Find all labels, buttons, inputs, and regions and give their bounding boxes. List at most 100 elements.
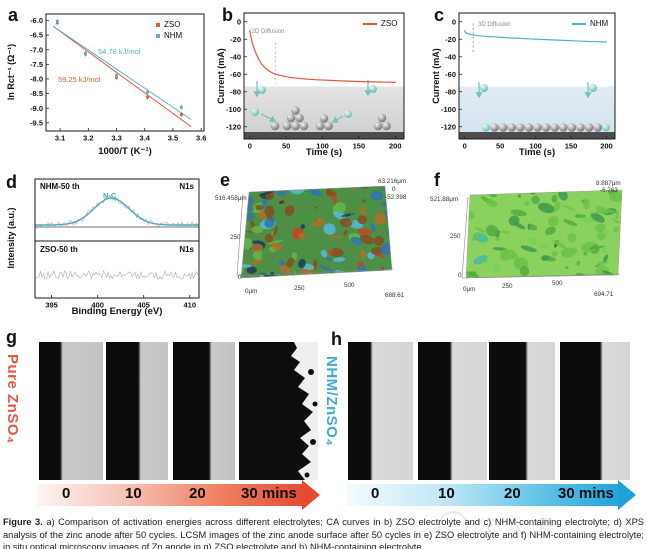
time-20: 20 xyxy=(504,485,521,502)
legend-item-nhm: NHM xyxy=(572,18,608,29)
time-10: 10 xyxy=(125,485,142,502)
svg-text:-40: -40 xyxy=(230,52,241,61)
panel-a-ylabel: ln Rct⁻¹ (Ω⁻¹) xyxy=(6,43,16,101)
time-0: 0 xyxy=(62,485,71,502)
lcsm-y-min: 0 xyxy=(458,272,462,279)
lcsm-z-bot: -52.398 xyxy=(385,194,407,201)
svg-text:3.6: 3.6 xyxy=(196,134,206,143)
micrograph-strip-30min-dendritic xyxy=(239,342,318,480)
micrograph-strip-20min xyxy=(489,342,555,480)
micrograph-strip-0min xyxy=(39,342,103,480)
time-arrow-zso: 0 10 20 30 mins xyxy=(37,480,320,510)
svg-text:-60: -60 xyxy=(230,70,241,79)
panel-b-legend: ZSO xyxy=(363,18,397,29)
panel-h: h NHM/ZnSO₄ 0 10 20 30 mins xyxy=(323,328,647,510)
svg-text:3.3: 3.3 xyxy=(111,134,121,143)
lcsm-x-max: 694.71 xyxy=(594,291,614,298)
micrograph-strip-10min xyxy=(418,342,487,480)
legend-item-zso: ZSO xyxy=(363,18,397,29)
panel-c-ylabel: Current (mA) xyxy=(431,48,441,104)
panel-e: e 516.458μm 250 0 0μm 250 500 688.61 63.… xyxy=(215,170,433,325)
time-arrow-nhm: 0 10 20 30 mins xyxy=(346,480,636,510)
svg-text:-6.0: -6.0 xyxy=(30,16,43,25)
time-30: 30 mins xyxy=(558,485,614,502)
svg-text:0: 0 xyxy=(237,17,241,26)
caption-body: a) Comparison of activation energies acr… xyxy=(3,517,644,549)
time-arrow-bar xyxy=(346,484,618,506)
svg-text:-100: -100 xyxy=(441,105,456,114)
svg-text:-20: -20 xyxy=(445,35,456,44)
zso-line-icon xyxy=(363,22,377,25)
micrograph-strip-10min xyxy=(106,342,168,480)
svg-text:200: 200 xyxy=(600,142,613,151)
svg-text:0: 0 xyxy=(248,142,252,151)
svg-text:-40: -40 xyxy=(445,52,456,61)
electrolyte-side-label: Pure ZnSO₄ xyxy=(4,354,21,444)
svg-text:410: 410 xyxy=(184,301,197,310)
time-arrow-bar xyxy=(37,484,302,506)
svg-text:-80: -80 xyxy=(445,87,456,96)
svg-text:3.4: 3.4 xyxy=(140,134,151,143)
panel-c-xlabel: Time (s) xyxy=(518,147,556,158)
time-20: 20 xyxy=(189,485,206,502)
figure-caption: Figure 3. a) Comparison of activation en… xyxy=(3,516,644,549)
legend-label-nhm: NHM xyxy=(164,31,183,40)
svg-text:0: 0 xyxy=(463,142,467,151)
svg-text:150: 150 xyxy=(565,142,578,151)
diffusion-annotation: 2D Diffusion xyxy=(251,29,285,35)
panel-h-label: h xyxy=(331,329,342,349)
lcsm-x-max: 688.61 xyxy=(385,292,405,299)
micrograph-strip-0min xyxy=(348,342,413,480)
svg-text:3.5: 3.5 xyxy=(168,134,178,143)
svg-text:50: 50 xyxy=(496,142,504,151)
activation-energy-zso: 59.25 kJ/mol xyxy=(58,75,101,84)
panel-b-label: b xyxy=(222,5,233,25)
svg-text:-20: -20 xyxy=(230,35,241,44)
panel-c-label: c xyxy=(434,5,445,25)
svg-text:3.1: 3.1 xyxy=(55,134,65,143)
nhm-marker-icon xyxy=(156,33,160,38)
panel-f-label: f xyxy=(434,170,440,190)
time-30: 30 mins xyxy=(241,485,297,502)
activation-energy-nhm: 54.78 kJ/mol xyxy=(98,47,141,56)
svg-text:0: 0 xyxy=(452,17,456,26)
xps-sample-top: NHM-50 th xyxy=(40,182,80,191)
micrograph-strip-20min xyxy=(173,342,235,480)
svg-text:150: 150 xyxy=(353,142,366,151)
svg-text:-100: -100 xyxy=(226,105,241,114)
lcsm-smooth-surface-image xyxy=(461,189,623,279)
panel-f: f 521.88μm 250 0 0μm 250 500 694.71 8.88… xyxy=(430,170,647,325)
svg-text:-80: -80 xyxy=(230,87,241,96)
panel-d: d 395 400 405 410 Intensity (a.u.) Binding … xyxy=(2,170,214,325)
lcsm-y-max: 516.458μm xyxy=(215,195,247,202)
lcsm-y-mid: 250 xyxy=(230,234,241,241)
panel-c-legend: NHM xyxy=(572,18,608,29)
lcsm-y-mid: 250 xyxy=(450,233,461,240)
svg-text:200: 200 xyxy=(389,142,402,151)
panel-g-label: g xyxy=(6,327,17,347)
panel-b-ylabel: Current (mA) xyxy=(216,48,226,104)
svg-text:-8.0: -8.0 xyxy=(30,75,43,84)
xps-sample-bottom: ZSO-50 th xyxy=(40,245,78,254)
lcsm-z-mid: 0 xyxy=(392,186,396,193)
zso-marker-icon xyxy=(156,22,160,27)
caption-figure-number: Figure 3. xyxy=(3,517,43,528)
lcsm-x-min: 0μm xyxy=(463,286,476,293)
svg-text:-7.0: -7.0 xyxy=(30,45,43,54)
panel-d-label: d xyxy=(6,172,17,192)
svg-text:-7.5: -7.5 xyxy=(30,60,43,69)
arrhenius-plot-canvas: 3.1 3.2 3.3 3.4 3.5 3.6 -6.0 -6.5 -7.0 -7.5 -8.0 -8… xyxy=(30,13,206,143)
xps-peak-label: N-C xyxy=(103,191,117,200)
micrograph-strip-30min xyxy=(560,342,630,480)
legend-label-zso: ZSO xyxy=(381,19,398,28)
diffusion-annotation: 3D Diffusion xyxy=(478,22,511,28)
legend-item-nhm: NHM xyxy=(156,30,182,41)
svg-text:-8.5: -8.5 xyxy=(30,89,43,98)
svg-text:-9.0: -9.0 xyxy=(30,104,43,113)
panel-a-label: a xyxy=(8,5,19,25)
svg-text:-6.5: -6.5 xyxy=(30,31,43,40)
svg-text:400: 400 xyxy=(91,301,104,310)
panel-d-xlabel: Binding Energy (eV) xyxy=(71,306,163,317)
svg-text:-9.5: -9.5 xyxy=(30,118,43,127)
